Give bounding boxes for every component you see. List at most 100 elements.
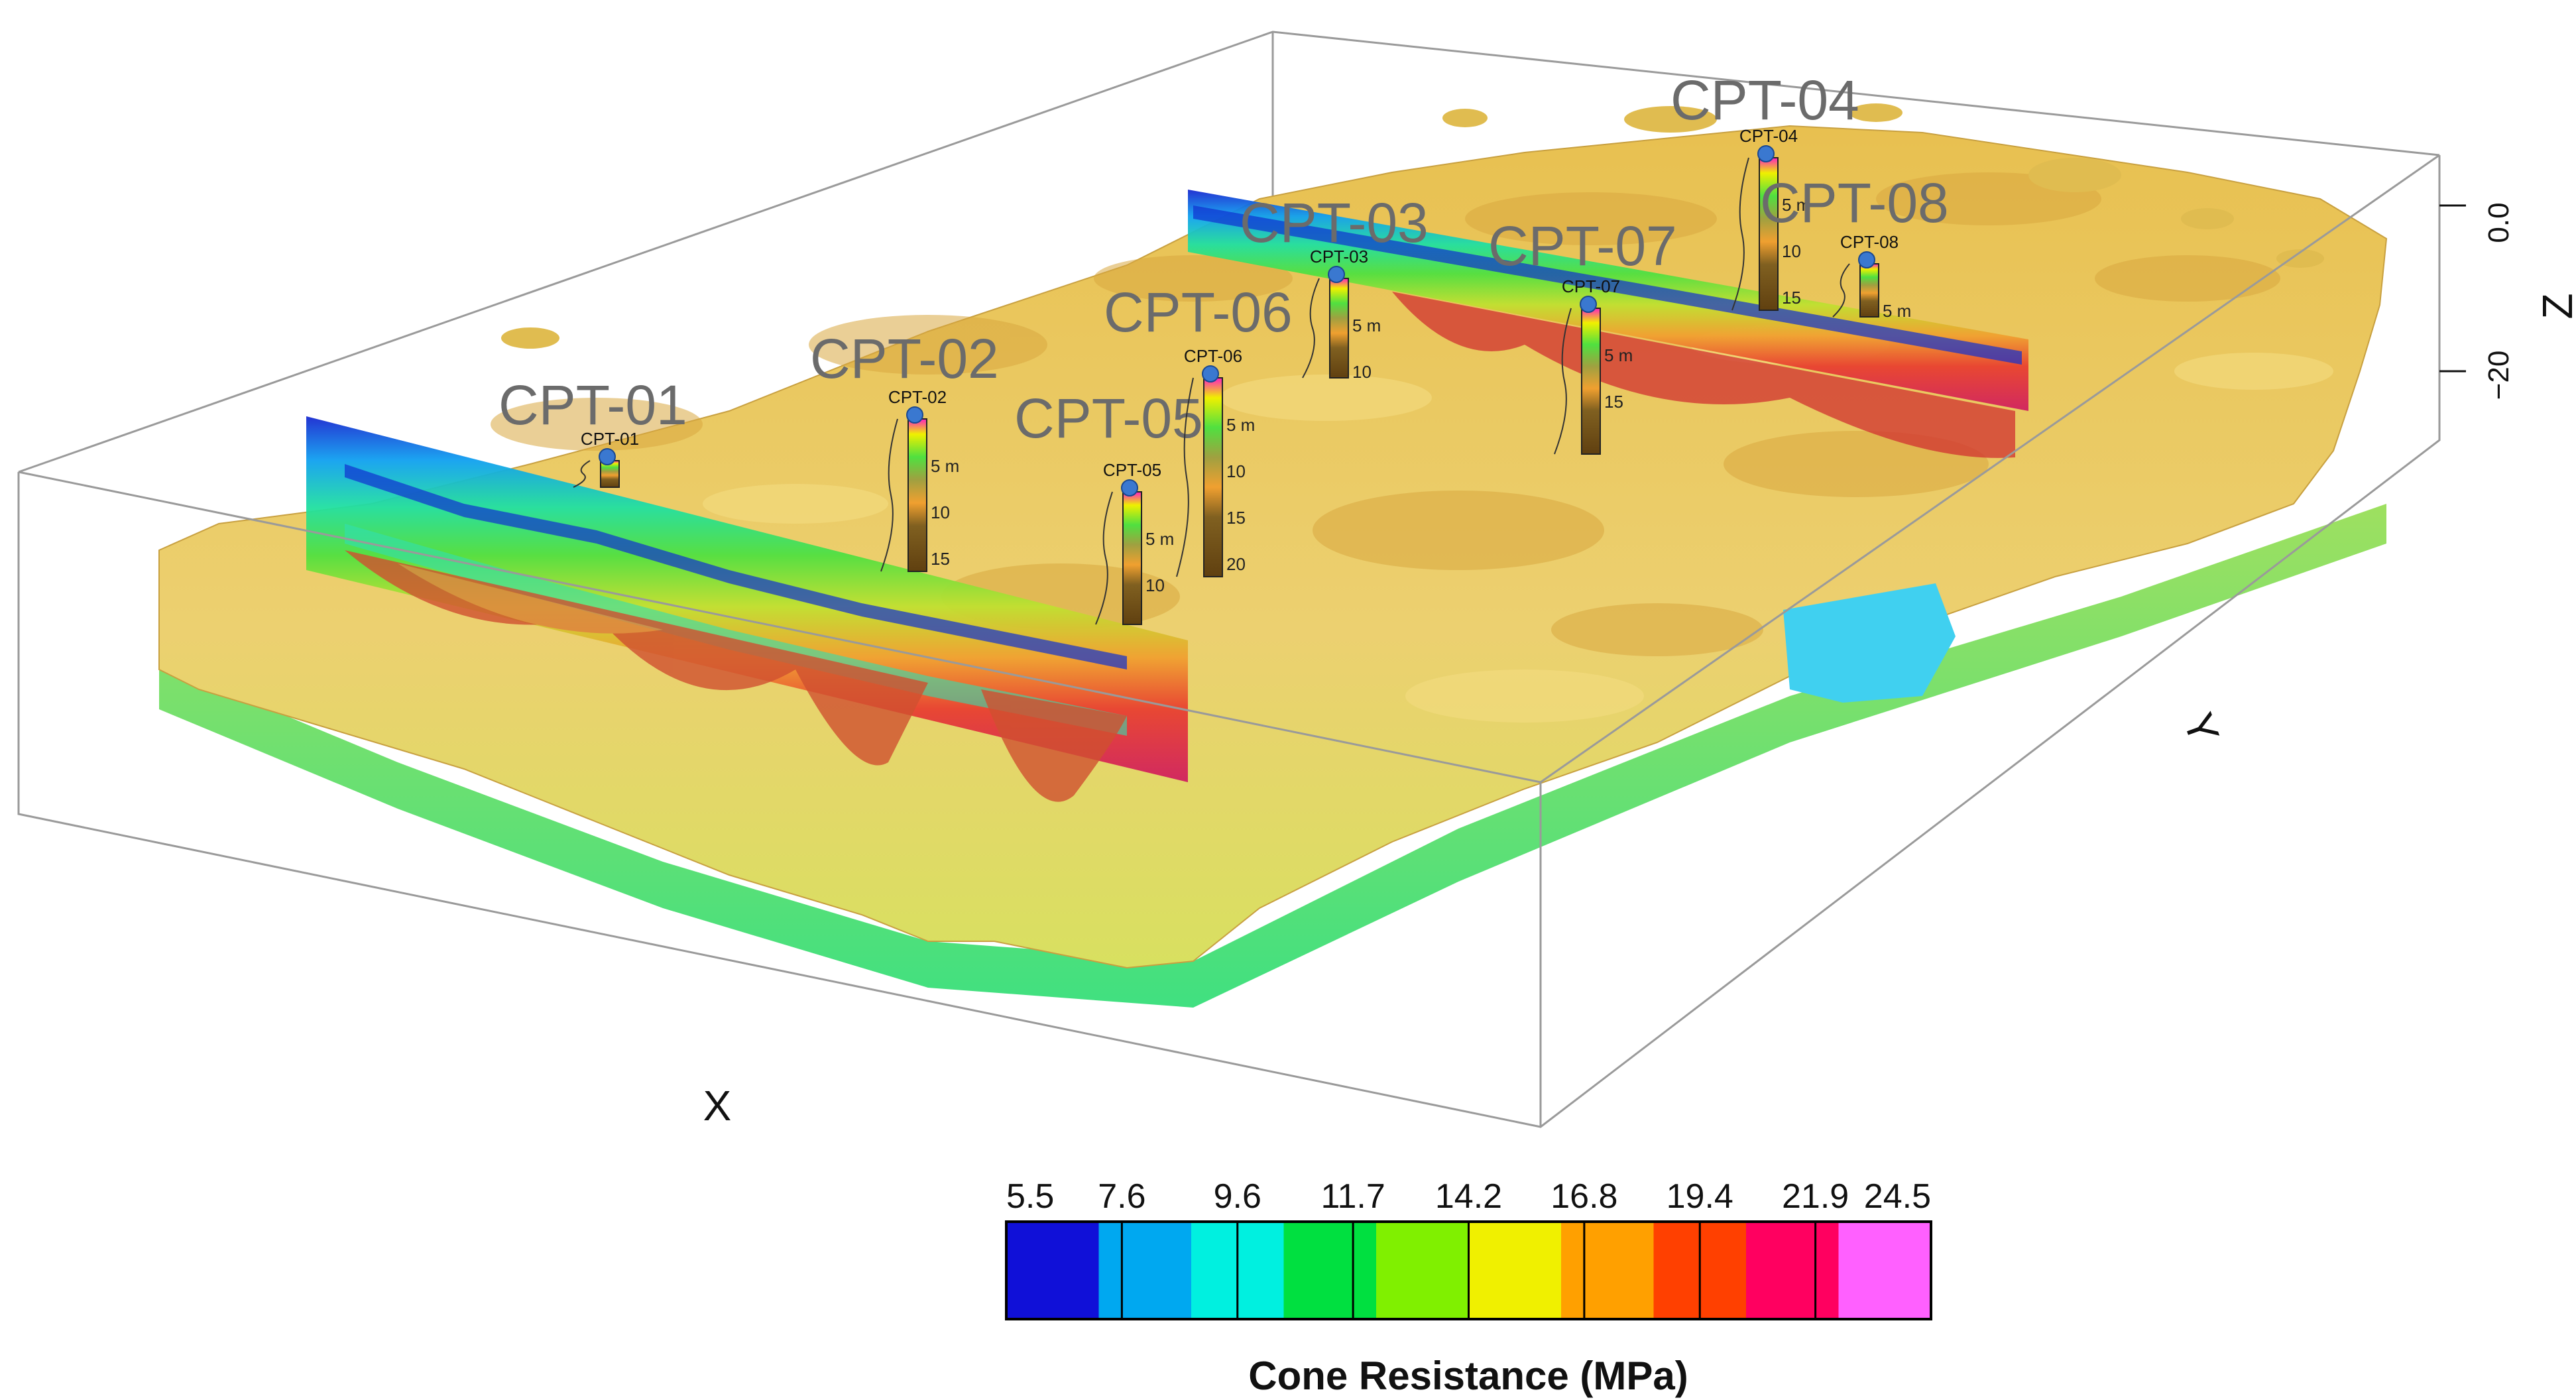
cpt-resistance-trace <box>1095 491 1113 625</box>
cpt-depth-label: 10 <box>931 502 950 522</box>
cpt-log-column <box>1203 377 1223 577</box>
low-resistance-patch <box>1783 583 1956 703</box>
colorbar-cell <box>1746 1222 1840 1319</box>
cpt-log-column <box>1859 263 1879 318</box>
cpt-well-head-icon <box>1580 296 1597 313</box>
cpt-well-head-icon <box>1757 145 1775 162</box>
cpt-depth-label: 15 <box>1782 288 1801 308</box>
colorbar: 5.5 7.6 9.6 11.7 14.2 16.8 19.4 21.9 24.5 Cone R… <box>1005 1177 1932 1398</box>
lower-green-layer <box>159 504 2386 1008</box>
x-axis-label: X <box>703 1082 732 1130</box>
front-cross-section <box>306 416 1188 782</box>
colorbar-tick-label: 24.5 <box>1864 1177 1931 1216</box>
cpt-depth-label: 5 m <box>1352 316 1381 335</box>
cpt-depth-label: 10 <box>1145 575 1165 595</box>
cpt-well-title: CPT-05 <box>1014 387 1203 449</box>
cpt-well-title: CPT-01 <box>498 374 687 436</box>
iso-surface-texture <box>491 172 2280 656</box>
cpt-log-column <box>1122 491 1142 625</box>
cpt-log-column <box>1581 308 1601 455</box>
colorbar-cell <box>1006 1222 1100 1319</box>
cpt-well-tag: CPT-05 <box>1103 460 1161 480</box>
colorbar-cells <box>1006 1222 1932 1319</box>
colorbar-tick-label: 9.6 <box>1214 1177 1261 1216</box>
cpt-well-head-icon <box>906 406 923 424</box>
cpt-well-tag: CPT-03 <box>1310 247 1368 266</box>
high-resistance-bulges <box>345 550 1127 802</box>
cpt-well-6[interactable]: CPT-06 CPT-06 5 m 10 15 20 <box>1104 281 1293 577</box>
colorbar-tick-label: 16.8 <box>1551 1177 1617 1216</box>
colorbar-tick-label: 21.9 <box>1782 1177 1849 1216</box>
z-tick-1: −20 <box>2483 351 2515 400</box>
cpt-well-head-icon <box>1328 266 1345 283</box>
cpt-resistance-trace <box>1176 377 1194 577</box>
cpt-well-title: CPT-04 <box>1670 69 1859 131</box>
cpt-resistance-trace <box>1302 278 1320 379</box>
cpt-well-head-icon <box>1121 479 1138 496</box>
z-axis: 0.0 −20 Z <box>2439 202 2576 400</box>
cpt-log-column <box>1329 278 1349 379</box>
cpt-well-title: CPT-08 <box>1760 172 1949 234</box>
colorbar-tick-label: 14.2 <box>1435 1177 1502 1216</box>
cpt-depth-label: 5 m <box>1226 415 1255 435</box>
colorbar-cell <box>1468 1222 1562 1319</box>
cpt-log-column <box>907 418 927 572</box>
cpt-depth-label: 5 m <box>1145 529 1174 549</box>
colorbar-cell <box>1561 1222 1655 1319</box>
cpt-depth-label: 20 <box>1226 554 1246 574</box>
colorbar-title: Cone Resistance (MPa) <box>1248 1354 1688 1398</box>
colorbar-cell <box>1376 1222 1470 1319</box>
colorbar-cell <box>1283 1222 1377 1319</box>
cpt-well-title: CPT-07 <box>1488 215 1677 277</box>
cpt-well-tag: CPT-01 <box>581 429 639 449</box>
cpt-well-tag: CPT-04 <box>1739 126 1798 146</box>
colorbar-tick-label: 11.7 <box>1320 1177 1385 1216</box>
cpt-depth-label: 5 m <box>931 456 959 476</box>
colorbar-tick-label: 19.4 <box>1667 1177 1733 1216</box>
cpt-depth-label: 5 m <box>1782 195 1810 215</box>
cpt-well-tag: CPT-07 <box>1562 276 1620 296</box>
cpt-depth-label: 15 <box>931 549 950 569</box>
y-axis-label: Y <box>2174 707 2229 750</box>
back-cross-section <box>1188 190 2028 458</box>
z-tick-0: 0.0 <box>2483 202 2515 243</box>
colorbar-tick-label: 7.6 <box>1098 1177 1145 1216</box>
colorbar-tick-label: 5.5 <box>1006 1177 1054 1216</box>
cpt-well-5[interactable]: CPT-05 CPT-05 5 m 10 <box>1014 387 1203 625</box>
cpt-well-head-icon <box>599 448 616 465</box>
cpt-resistance-trace <box>1832 263 1850 318</box>
cpt-well-head-icon <box>1202 365 1219 382</box>
cpt-resistance-trace <box>880 418 898 572</box>
cpt-depth-label: 5 m <box>1883 301 1911 321</box>
bounding-box-front <box>17 154 2441 1128</box>
cpt-well-tag: CPT-02 <box>888 387 947 407</box>
colorbar-cell <box>1098 1222 1192 1319</box>
cpt-well-tag: CPT-08 <box>1840 232 1899 252</box>
cpt-well-tag: CPT-06 <box>1184 346 1242 366</box>
cpt-depth-label: 15 <box>1226 508 1246 528</box>
cpt-resistance-trace <box>1554 308 1572 455</box>
cpt-well-title: CPT-02 <box>810 327 999 390</box>
floating-surface-fragments <box>501 103 2324 349</box>
cpt-resistance-trace <box>1731 157 1749 311</box>
colorbar-ticks: 5.5 7.6 9.6 11.7 14.2 16.8 19.4 21.9 24.5 <box>1006 1177 1931 1319</box>
cpt-depth-label: 10 <box>1226 461 1246 481</box>
cpt-depth-label: 10 <box>1352 362 1372 382</box>
cpt-depth-label: 5 m <box>1604 345 1633 365</box>
colorbar-cell <box>1838 1222 1932 1319</box>
cpt-well-title: CPT-03 <box>1240 192 1429 254</box>
z-axis-label: Z <box>2534 293 2576 319</box>
cpt-log-column <box>1759 157 1779 311</box>
cpt-depth-label: 15 <box>1604 392 1623 412</box>
cpt-depth-label: 10 <box>1782 241 1801 261</box>
cpt-well-title: CPT-06 <box>1104 281 1293 343</box>
cpt-well-head-icon <box>1858 251 1875 268</box>
